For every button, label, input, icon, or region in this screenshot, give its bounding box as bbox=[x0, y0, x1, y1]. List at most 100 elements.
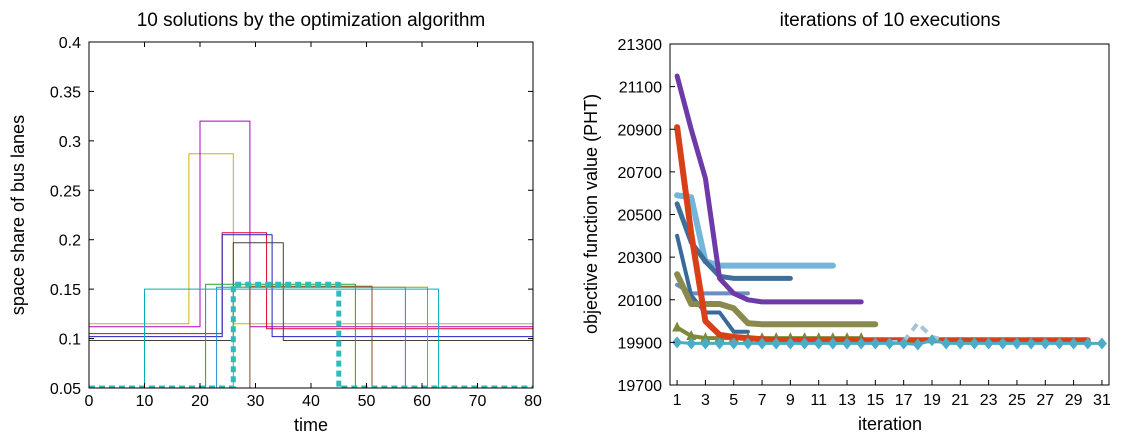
x-tick-label: 20 bbox=[191, 393, 209, 410]
series-10-marker bbox=[1026, 337, 1037, 350]
series-10-marker bbox=[771, 337, 782, 350]
chart-right-title: iterations of 10 executions bbox=[780, 10, 1001, 31]
series-10-marker bbox=[757, 337, 768, 350]
x-tick-label: 40 bbox=[302, 393, 320, 410]
series-10-marker bbox=[785, 337, 796, 350]
x-tick-label: 13 bbox=[838, 392, 856, 409]
chart-left: 10 solutions by the optimization algorit… bbox=[8, 10, 542, 435]
chart-left-ylabel: space share of bus lanes bbox=[8, 115, 28, 315]
x-tick-label: 29 bbox=[1065, 392, 1083, 409]
x-tick-label: 11 bbox=[810, 392, 827, 409]
x-tick-label: 1 bbox=[673, 392, 682, 409]
series-line-8 bbox=[89, 286, 533, 388]
chart-right-ticks: 1 3 5 7 9 11 13 15 17 19 21 23 25 27 29 311970019900201… bbox=[618, 37, 1111, 409]
chart-right-plot-area bbox=[672, 73, 1107, 351]
chart-left-ticks: 0 10 20 30 40 50 60 70 80 0.05 0.1 0.15 0.2 0.25 0.3 0.… bbox=[50, 35, 542, 410]
series-10-marker bbox=[912, 338, 923, 351]
y-tick-label: 21300 bbox=[618, 37, 663, 54]
series-10-marker bbox=[728, 337, 739, 350]
series-line-9 bbox=[889, 321, 947, 345]
y-tick-label: 0.35 bbox=[50, 84, 81, 101]
x-tick-label: 27 bbox=[1036, 392, 1054, 409]
series-10-marker bbox=[941, 337, 952, 350]
series-7-marker bbox=[686, 329, 697, 340]
y-tick-label: 0.3 bbox=[59, 134, 81, 151]
chart-right-ylabel: objective function value (PHT) bbox=[581, 94, 601, 334]
y-tick-label: 0.4 bbox=[59, 35, 81, 52]
series-line-8 bbox=[674, 124, 1091, 344]
series-line-1 bbox=[89, 153, 533, 325]
series-10-marker bbox=[969, 337, 980, 350]
series-10-marker bbox=[700, 337, 711, 350]
y-tick-label: 19700 bbox=[618, 378, 663, 395]
y-tick-label: 0.15 bbox=[50, 282, 81, 299]
series-line-9 bbox=[89, 288, 533, 388]
y-tick-label: 0.2 bbox=[59, 233, 81, 250]
x-tick-label: 10 bbox=[136, 393, 154, 410]
y-tick-label: 0.05 bbox=[50, 381, 81, 398]
series-10-marker bbox=[672, 336, 683, 349]
series-10-marker bbox=[842, 337, 853, 350]
y-tick-label: 20700 bbox=[618, 165, 663, 182]
series-7-marker bbox=[700, 332, 711, 343]
series-10-marker bbox=[884, 337, 895, 350]
series-10-marker bbox=[1068, 337, 1079, 350]
series-10-marker bbox=[926, 334, 937, 347]
series-10-marker bbox=[1082, 337, 1093, 350]
x-tick-label: 31 bbox=[1093, 392, 1111, 409]
y-tick-label: 21100 bbox=[619, 80, 662, 97]
x-tick-label: 50 bbox=[358, 393, 376, 410]
series-10-marker bbox=[813, 337, 824, 350]
y-tick-label: 20100 bbox=[618, 293, 663, 310]
y-tick-label: 20900 bbox=[618, 122, 663, 139]
series-10-marker bbox=[714, 337, 725, 350]
x-tick-label: 19 bbox=[923, 392, 941, 409]
series-line-5 bbox=[89, 242, 533, 341]
chart-right-series-group bbox=[672, 73, 1107, 351]
x-tick-label: 80 bbox=[524, 393, 542, 410]
series-line-11 bbox=[89, 281, 533, 388]
series-line-4 bbox=[89, 234, 533, 338]
series-10-marker bbox=[870, 337, 881, 350]
y-tick-label: 20500 bbox=[618, 208, 663, 225]
chart-left-title: 10 solutions by the optimization algorit… bbox=[137, 10, 486, 31]
series-10-marker bbox=[955, 337, 966, 350]
x-tick-label: 17 bbox=[895, 392, 913, 409]
x-tick-label: 30 bbox=[247, 393, 265, 410]
x-tick-label: 5 bbox=[729, 392, 738, 409]
chart-left-series-group bbox=[89, 120, 533, 388]
series-line-6 bbox=[674, 271, 879, 328]
chart-left-xlabel: time bbox=[294, 415, 328, 435]
y-tick-label: 20300 bbox=[618, 250, 663, 267]
y-tick-label: 0.25 bbox=[50, 183, 81, 200]
series-10-marker bbox=[827, 337, 838, 350]
x-tick-label: 15 bbox=[866, 392, 884, 409]
series-line-2 bbox=[675, 233, 750, 334]
series-line-3 bbox=[674, 192, 836, 269]
x-tick-label: 3 bbox=[701, 392, 710, 409]
series-line-5 bbox=[674, 73, 864, 305]
series-10-marker bbox=[1054, 337, 1065, 350]
series-10-marker bbox=[799, 337, 810, 350]
series-7-marker bbox=[672, 321, 683, 332]
series-10-marker bbox=[742, 337, 753, 350]
series-10-marker bbox=[898, 337, 909, 350]
x-tick-label: 7 bbox=[758, 392, 767, 409]
series-10-marker bbox=[983, 337, 994, 350]
x-tick-label: 21 bbox=[951, 392, 969, 409]
x-tick-label: 9 bbox=[786, 392, 795, 409]
series-10-marker bbox=[1011, 337, 1022, 350]
series-10-marker bbox=[1096, 337, 1107, 350]
series-10-marker bbox=[997, 337, 1008, 350]
chart-right-frame bbox=[669, 43, 1110, 386]
x-tick-label: 23 bbox=[980, 392, 998, 409]
y-tick-label: 19900 bbox=[618, 335, 663, 352]
chart-left-plot-area bbox=[89, 120, 533, 388]
x-tick-label: 70 bbox=[469, 393, 487, 410]
chart-right: iterations of 10 executions 1 3 5 7 9 11 13 15 1… bbox=[581, 10, 1111, 434]
x-tick-label: 25 bbox=[1008, 392, 1026, 409]
series-10-marker bbox=[686, 337, 697, 350]
series-line-2 bbox=[89, 120, 533, 328]
series-10-marker bbox=[856, 337, 867, 350]
